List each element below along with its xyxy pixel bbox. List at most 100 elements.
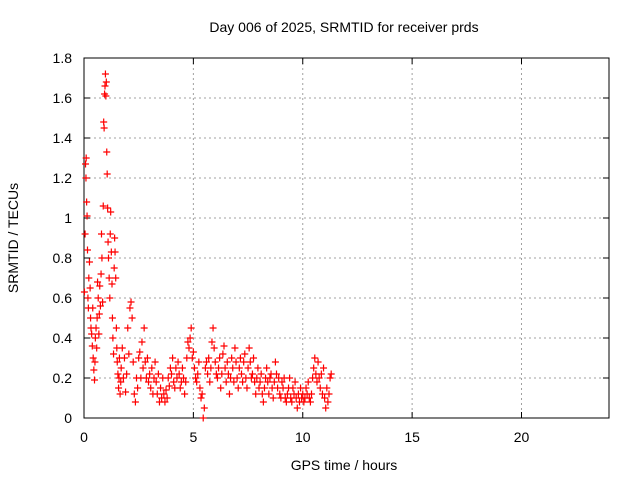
data-point — [318, 390, 326, 398]
data-point — [221, 364, 229, 372]
data-point — [124, 324, 132, 332]
data-point — [266, 374, 274, 382]
data-point — [108, 314, 116, 322]
data-point — [234, 384, 242, 392]
data-point — [190, 364, 198, 372]
data-point — [200, 404, 208, 412]
data-point — [323, 384, 331, 392]
data-point — [116, 390, 124, 398]
data-point — [103, 170, 111, 178]
data-point — [172, 364, 180, 372]
data-point — [304, 378, 312, 386]
data-point — [108, 280, 116, 288]
data-point — [176, 384, 184, 392]
data-point — [141, 358, 149, 366]
data-point — [208, 338, 216, 346]
data-point — [148, 364, 156, 372]
data-point — [228, 354, 236, 362]
data-point — [293, 404, 301, 412]
data-point — [225, 390, 233, 398]
data-point — [99, 298, 107, 306]
data-point — [84, 246, 91, 254]
data-point — [259, 398, 267, 406]
data-point — [218, 370, 226, 378]
data-point — [193, 378, 201, 386]
data-point — [103, 148, 111, 156]
data-point — [160, 390, 168, 398]
data-point — [98, 254, 106, 262]
data-point — [145, 378, 153, 386]
data-point — [92, 324, 100, 332]
data-point — [309, 374, 317, 382]
data-point — [260, 384, 268, 392]
data-point — [248, 370, 256, 378]
data-point — [306, 398, 314, 406]
data-point — [174, 358, 182, 366]
data-point — [175, 370, 183, 378]
data-point — [313, 378, 321, 386]
data-points — [80, 70, 335, 422]
data-point — [245, 344, 253, 352]
data-point — [97, 270, 105, 278]
data-point — [91, 334, 99, 342]
y-tick-label: 1.8 — [53, 50, 73, 66]
data-point — [131, 398, 139, 406]
y-tick-label: 0.4 — [53, 330, 73, 346]
data-point — [316, 384, 324, 392]
data-point — [85, 258, 93, 266]
data-point — [154, 370, 162, 378]
data-point — [194, 370, 202, 378]
data-point — [196, 384, 204, 392]
data-point — [265, 390, 273, 398]
x-tick-label: 5 — [189, 429, 197, 445]
data-point — [322, 404, 330, 412]
data-point — [96, 282, 104, 290]
data-point — [89, 304, 97, 312]
data-point — [112, 324, 120, 332]
data-point — [161, 398, 169, 406]
data-point — [198, 390, 206, 398]
data-point — [192, 374, 200, 382]
data-point — [120, 354, 128, 362]
data-point — [288, 398, 296, 406]
data-point — [143, 354, 151, 362]
data-point — [195, 358, 203, 366]
data-point — [273, 370, 280, 378]
data-point — [151, 358, 159, 366]
data-point — [256, 378, 264, 386]
data-point — [106, 294, 114, 302]
data-point — [107, 208, 115, 216]
data-point — [142, 374, 150, 382]
y-tick-label: 0 — [64, 410, 72, 426]
data-point — [258, 390, 266, 398]
chart-title: Day 006 of 2025, SRMTID for receiver prd… — [209, 19, 478, 35]
data-point — [91, 376, 98, 384]
data-point — [125, 350, 133, 358]
data-point — [95, 310, 103, 318]
data-point — [244, 364, 252, 372]
data-point — [117, 378, 125, 386]
y-tick-label: 1 — [64, 210, 72, 226]
data-point — [169, 354, 177, 362]
data-point — [102, 78, 110, 86]
data-point — [300, 398, 308, 406]
data-point — [204, 370, 212, 378]
data-point — [88, 330, 96, 338]
y-tick-label: 0.6 — [53, 290, 73, 306]
data-point — [211, 358, 219, 366]
y-tick-label: 1.2 — [53, 170, 73, 186]
data-point — [90, 366, 98, 374]
data-point — [111, 248, 119, 256]
data-point — [150, 374, 158, 382]
data-point — [250, 354, 258, 362]
data-point — [99, 202, 107, 210]
data-point — [257, 370, 265, 378]
data-point — [199, 414, 207, 422]
data-point — [100, 118, 108, 126]
data-point — [239, 378, 247, 386]
data-point — [82, 174, 90, 182]
data-point — [217, 384, 225, 392]
data-point — [82, 154, 90, 162]
data-point — [271, 358, 279, 366]
data-point — [269, 394, 277, 402]
